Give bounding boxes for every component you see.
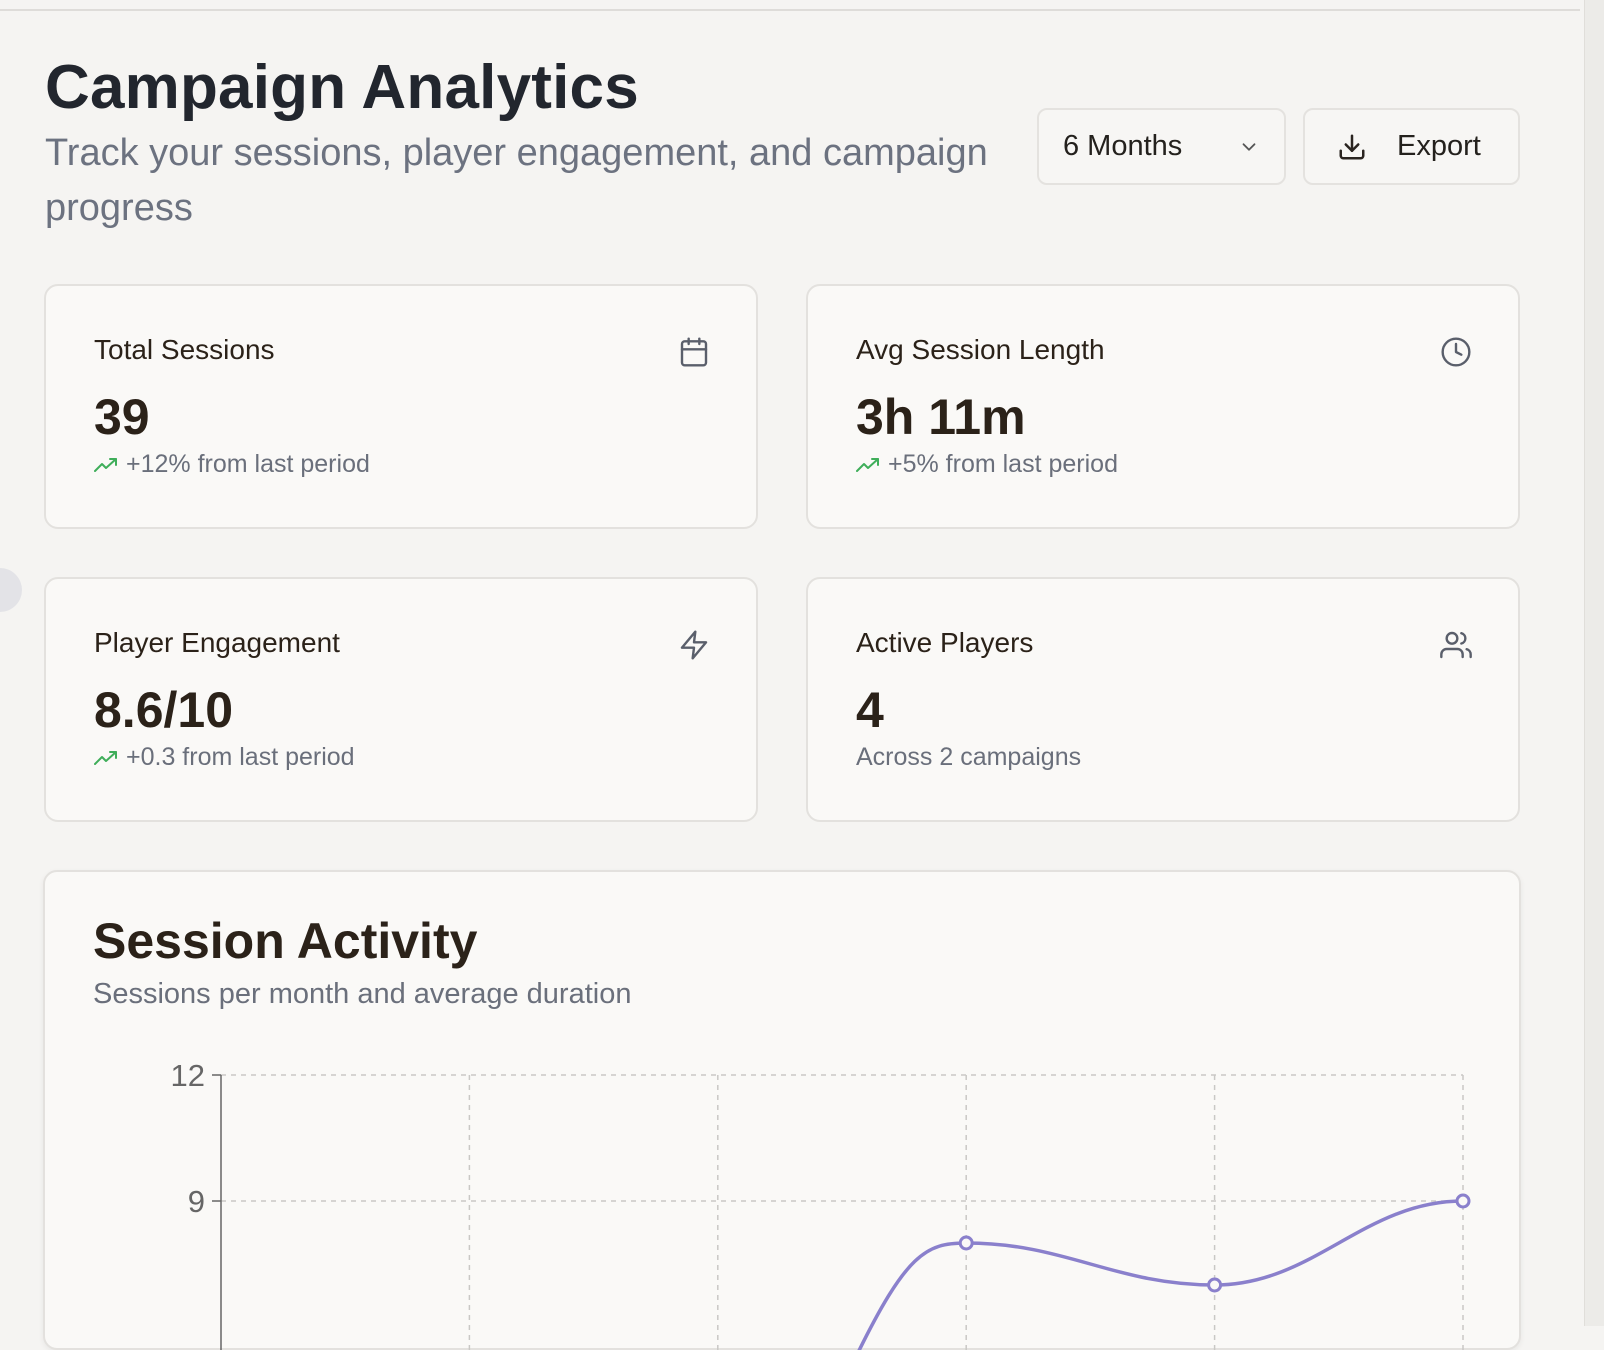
calendar-icon: [680, 337, 708, 367]
page-subtitle: Track your sessions, player engagement, …: [45, 132, 988, 229]
clock-icon: [1441, 337, 1471, 367]
stat-delta-text: +5% from last period: [888, 450, 1118, 478]
page-title: Campaign Analytics: [45, 53, 639, 122]
sidebar-toggle-handle[interactable]: [0, 568, 22, 612]
stat-value: 39: [94, 389, 150, 445]
stat-card-player-engagement: Player Engagement 8.6/10 +0.3 from last …: [44, 577, 758, 822]
export-button[interactable]: Export: [1303, 108, 1520, 185]
chart-subtitle: Sessions per month and average duration: [93, 978, 632, 1010]
chart-title: Session Activity: [93, 913, 478, 969]
stat-delta: Across 2 campaigns: [856, 743, 1081, 772]
time-range-select[interactable]: 6 Months: [1037, 108, 1286, 185]
stat-label: Total Sessions: [94, 334, 275, 365]
data-point: [1455, 1193, 1471, 1209]
export-button-label: Export: [1397, 130, 1481, 162]
series-line: [857, 1199, 1464, 1350]
stat-delta-text: +12% from last period: [126, 450, 370, 478]
trending-up-icon: [856, 457, 879, 472]
y-axis-tick-label: 9: [188, 1184, 205, 1219]
stat-card-active-players: Active Players 4 Across 2 campaigns: [806, 577, 1520, 822]
data-point: [1207, 1277, 1223, 1293]
trending-up-icon: [94, 457, 117, 472]
chevron-down-icon: [1242, 142, 1256, 151]
stat-value: 4: [856, 682, 884, 738]
y-axis-tick-label: 12: [171, 1058, 205, 1093]
stat-delta-text: +0.3 from last period: [126, 743, 355, 771]
trending-up-icon: [94, 750, 117, 765]
top-divider: [0, 0, 1580, 11]
stat-card-avg-session-length: Avg Session Length 3h 11m +5% from last …: [806, 284, 1520, 529]
stat-delta-text: Across 2 campaigns: [856, 743, 1082, 771]
session-activity-chart: 12 9: [171, 1058, 1471, 1350]
scrollbar-track[interactable]: [1584, 0, 1604, 1326]
stat-delta: +12% from last period: [94, 450, 370, 479]
download-icon: [1339, 134, 1365, 159]
stat-card-total-sessions: Total Sessions 39 +12% from last period: [44, 284, 758, 529]
zap-icon: [680, 630, 708, 660]
session-activity-card: Session Activity Sessions per month and …: [43, 870, 1521, 1350]
stat-label: Player Engagement: [94, 627, 340, 658]
stat-value: 8.6/10: [94, 682, 234, 738]
users-icon: [1440, 631, 1472, 659]
data-point: [958, 1235, 974, 1251]
stat-label: Active Players: [856, 627, 1034, 658]
stat-delta: +0.3 from last period: [94, 743, 355, 772]
stat-value: 3h 11m: [856, 389, 1026, 445]
time-range-value: 6 Months: [1063, 130, 1183, 162]
stat-label: Avg Session Length: [856, 334, 1105, 365]
stat-delta: +5% from last period: [856, 450, 1118, 479]
